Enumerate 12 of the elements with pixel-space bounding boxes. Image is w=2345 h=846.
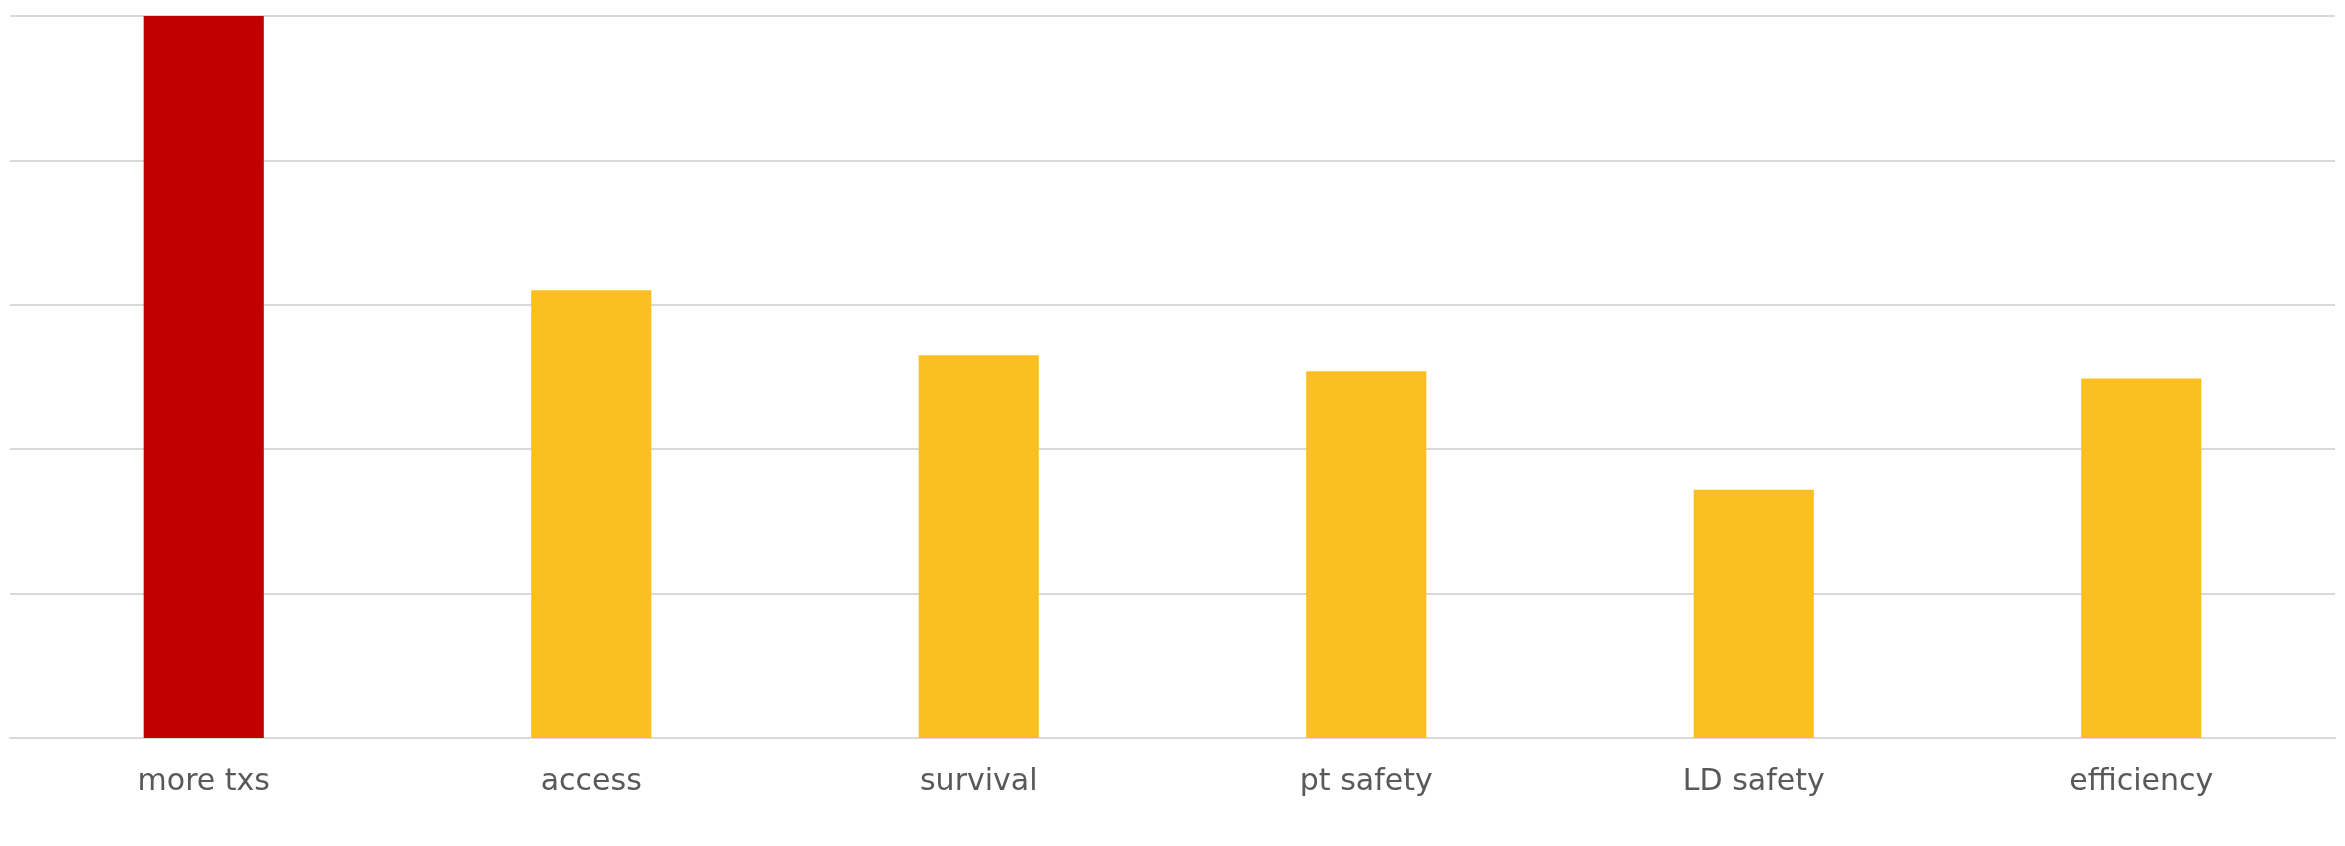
bar (2081, 378, 2202, 738)
x-tick-label: more txs (137, 761, 270, 797)
bar (1306, 371, 1427, 738)
bar (143, 16, 264, 738)
x-tick-label: survival (919, 761, 1038, 797)
x-tick-label: efficiency (2069, 761, 2214, 797)
x-tick-label: access (540, 761, 642, 797)
bar (531, 290, 652, 738)
x-tick-label: LD safety (1682, 761, 1825, 797)
bar (1693, 489, 1814, 738)
x-tick-label: pt safety (1299, 761, 1433, 797)
bar (918, 355, 1039, 738)
